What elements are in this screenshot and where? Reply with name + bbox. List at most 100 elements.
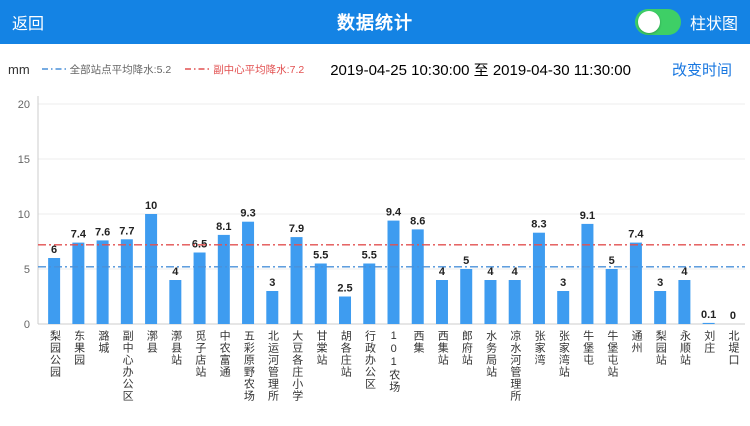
bar <box>605 269 618 324</box>
legend-item[interactable]: 全部站点平均降水:5.2 <box>41 62 172 77</box>
bar <box>145 214 158 324</box>
bar <box>532 232 545 324</box>
bar-value-label: 5.5 <box>313 250 328 262</box>
bar <box>484 280 497 324</box>
chart-type-toggle[interactable] <box>634 9 681 35</box>
x-axis-label: 漷县站 <box>169 330 182 366</box>
x-axis-label: 通州 <box>630 330 643 354</box>
bar-value-label: 7.9 <box>289 223 304 235</box>
bar-value-label: 7.4 <box>628 229 644 241</box>
x-axis-label: 北堤口 <box>727 330 739 366</box>
x-axis-label: 刘庄 <box>702 330 715 354</box>
legend-list: 全部站点平均降水:5.2 副中心平均降水:7.2 <box>41 62 304 77</box>
bar <box>508 280 521 324</box>
bar-value-label: 4 <box>487 266 494 278</box>
bar-value-label: 9.4 <box>386 207 402 219</box>
x-axis-label: 牛堡屯站 <box>605 330 618 378</box>
x-axis-label: 北运河管理所 <box>266 330 279 402</box>
unit-label: mm <box>8 61 30 77</box>
bar-value-label: 0.1 <box>701 309 716 321</box>
x-axis-label: 胡各庄站 <box>339 330 352 378</box>
y-tick-label: 5 <box>24 264 30 276</box>
bar-value-label: 5 <box>609 255 615 267</box>
legend-line-icon <box>41 68 66 70</box>
bar-chart-area: 0 5 10 15 20 6 7.4 7.6 7.7 10 4 6.5 8.1 9.3 3 7.9 5.5 2.5… <box>0 84 750 426</box>
x-axis-label: 郎府站 <box>460 330 473 366</box>
x-axis-label: 梨园站 <box>654 330 667 366</box>
bar-value-label: 10 <box>145 200 157 212</box>
legend-item[interactable]: 副中心平均降水:7.2 <box>185 62 304 77</box>
topbar-right-group: 柱状图 <box>634 9 738 35</box>
page-title: 数据统计 <box>337 13 413 33</box>
chart-header: mm 全部站点平均降水:5.2 副中心平均降水:7.2 2019-04-25 10… <box>0 44 750 84</box>
y-tick-label: 0 <box>24 319 30 328</box>
bar <box>242 221 255 324</box>
x-axis-label: 牛堡屯 <box>581 330 594 366</box>
x-axis-label: 行政办公区 <box>363 330 376 390</box>
x-axis-label: 101农场 <box>387 330 400 393</box>
bar <box>460 269 473 324</box>
bar-value-label: 8.3 <box>531 219 546 231</box>
change-time-button[interactable]: 改变时间 <box>671 61 732 79</box>
y-tick-label: 20 <box>18 99 30 111</box>
x-axis-label: 漷县 <box>145 330 158 354</box>
bar <box>557 291 570 324</box>
bar-value-label: 4 <box>681 266 688 278</box>
bar <box>629 242 642 324</box>
top-bar: 返回 数据统计 柱状图 <box>0 0 750 44</box>
x-axis-label: 大豆各庄小学 <box>290 330 303 402</box>
bar-value-label: 3 <box>560 277 566 289</box>
x-axis-label: 觅子店站 <box>193 330 206 378</box>
x-axis-label: 西集站 <box>436 330 449 366</box>
y-tick-label: 15 <box>18 154 30 166</box>
bar <box>217 234 230 324</box>
bar-value-label: 4 <box>172 266 179 278</box>
bar-value-label: 0 <box>730 310 736 322</box>
bar <box>193 252 206 324</box>
bar-value-label: 4 <box>439 266 446 278</box>
back-button[interactable]: 返回 <box>12 16 45 33</box>
legend-label: 全部站点平均降水:5.2 <box>69 63 172 76</box>
y-tick-label: 10 <box>18 209 30 221</box>
bar <box>120 239 133 324</box>
x-axis-label: 甘棠站 <box>315 330 328 366</box>
x-axis-label: 中农富通 <box>218 330 231 378</box>
bar-value-label: 4 <box>512 266 519 278</box>
bar <box>72 242 85 324</box>
bar-value-label: 5 <box>463 255 469 267</box>
x-axis-label: 副中心办公区 <box>121 330 134 402</box>
bar <box>435 280 448 324</box>
bar <box>411 229 424 324</box>
bar <box>266 291 279 324</box>
bar-value-label: 7.7 <box>119 225 134 237</box>
bar <box>702 322 715 324</box>
bar-value-label: 7.4 <box>71 229 87 241</box>
x-axis-label: 张家湾站 <box>557 330 570 378</box>
bar <box>314 263 327 324</box>
x-axis-label: 水务局站 <box>484 330 497 378</box>
x-axis-label: 永顺站 <box>678 330 691 366</box>
bar-value-label: 8.1 <box>216 221 231 233</box>
bar-value-label: 6 <box>51 244 57 256</box>
bar-value-label: 5.5 <box>362 250 377 262</box>
bar-value-label: 8.6 <box>410 215 425 227</box>
bar-value-label: 3 <box>657 277 663 289</box>
bar <box>96 240 109 324</box>
chart-type-label: 柱状图 <box>689 16 738 33</box>
legend-line-icon <box>185 68 210 70</box>
bar-value-label: 9.1 <box>580 210 595 222</box>
bar <box>581 223 594 324</box>
date-range-label: 2019-04-25 10:30:00 至 2019-04-30 11:30:0… <box>330 61 631 79</box>
x-axis-label: 潞城 <box>96 330 109 354</box>
x-axis-labels: 梨园公园 东果园 潞城 副中心办公区 漷县 漷县站 觅子店站 中农富通 五彩原野农场 北运河管理所… <box>42 330 745 426</box>
bar <box>654 291 667 324</box>
bar-value-label: 9.3 <box>240 208 255 220</box>
x-axis-label: 东果园 <box>72 330 85 366</box>
toggle-knob-icon <box>637 11 660 33</box>
bar <box>169 280 182 324</box>
bar-value-label: 7.6 <box>95 226 110 238</box>
bar <box>387 220 400 324</box>
x-axis-label: 西集 <box>411 330 424 354</box>
bar <box>290 237 303 324</box>
